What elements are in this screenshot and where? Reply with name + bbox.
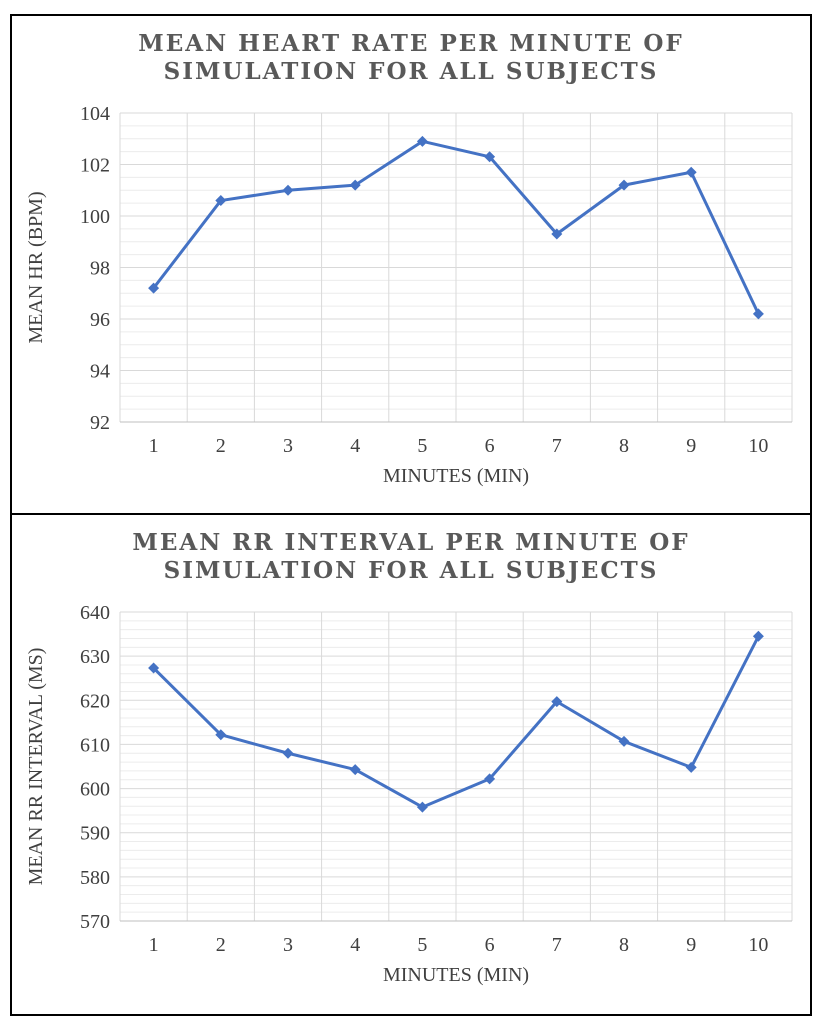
y-tick-label: 100: [80, 206, 110, 228]
x-tick-label: 9: [686, 934, 696, 956]
data-point: [752, 308, 764, 320]
data-point: [282, 747, 294, 759]
y-tick-label: 92: [90, 412, 110, 434]
x-tick-label: 4: [350, 934, 360, 956]
x-tick-label: 2: [216, 934, 226, 956]
x-tick-label: 10: [748, 435, 768, 457]
y-tick-label: 590: [80, 823, 110, 845]
data-point: [685, 166, 697, 178]
data-point: [349, 764, 361, 776]
x-tick-label: 8: [619, 435, 629, 457]
hr-chart-panel: MEAN HEART RATE PER MINUTE OF SIMULATION…: [10, 14, 812, 515]
data-point: [148, 662, 160, 674]
y-tick-label: 96: [90, 309, 110, 331]
hr-chart-plot: 92 94 96 98 100 102 104 1 2 3 4 5 6 7 8 9 10 MINUTES (MIN…: [25, 103, 793, 487]
x-tick-label: 8: [619, 934, 629, 956]
y-axis-title: MEAN HR (BPM): [25, 191, 47, 343]
x-tick-label: 7: [552, 435, 562, 457]
data-point: [618, 735, 630, 747]
rr-chart-plot: 570 580 590 600 610 620 630 640 1 2 3 4 5 6 7 8 9 10 MINUT…: [25, 602, 793, 986]
y-tick-label: 620: [80, 690, 110, 712]
x-tick-label: 5: [417, 934, 427, 956]
y-tick-label: 600: [80, 779, 110, 801]
x-tick-label: 2: [216, 435, 226, 457]
gridlines: [119, 611, 793, 922]
x-tick-label: 3: [283, 934, 293, 956]
data-point: [282, 184, 294, 196]
x-tick-label: 7: [552, 934, 562, 956]
data-point: [215, 195, 227, 207]
x-tick-label: 6: [485, 435, 495, 457]
x-axis-title: MINUTES (MIN): [383, 465, 529, 487]
y-tick-label: 104: [80, 103, 110, 125]
y-tick-label: 94: [90, 361, 110, 383]
y-tick-label: 102: [80, 155, 110, 177]
data-point: [416, 801, 428, 813]
y-axis-title: MEAN RR INTERVAL (MS): [25, 648, 47, 886]
data-point: [618, 179, 630, 191]
data-point: [215, 729, 227, 741]
x-tick-label: 5: [417, 435, 427, 457]
x-tick-label: 6: [485, 934, 495, 956]
x-tick-label: 1: [149, 934, 159, 956]
x-tick-label: 1: [149, 435, 159, 457]
chart-title: MEAN HEART RATE PER MINUTE OF SIMULATION…: [138, 30, 684, 85]
data-point: [752, 630, 764, 642]
x-tick-label: 10: [748, 934, 768, 956]
y-tick-label: 580: [80, 867, 110, 889]
data-point: [551, 696, 563, 708]
x-tick-label: 3: [283, 435, 293, 457]
data-point: [685, 761, 697, 773]
data-point: [416, 135, 428, 147]
gridlines: [119, 112, 793, 423]
chart-title: MEAN RR INTERVAL PER MINUTE OF SIMULATIO…: [132, 529, 690, 584]
data-point: [484, 151, 496, 163]
x-tick-label: 4: [350, 435, 360, 457]
rr-chart-panel: MEAN RR INTERVAL PER MINUTE OF SIMULATIO…: [10, 513, 812, 1016]
series-line: [152, 635, 760, 809]
y-tick-label: 570: [80, 911, 110, 933]
x-tick-label: 9: [686, 435, 696, 457]
y-tick-label: 610: [80, 734, 110, 756]
data-point: [349, 179, 361, 191]
y-tick-label: 98: [90, 258, 110, 280]
data-point: [148, 282, 160, 294]
data-point: [551, 228, 563, 240]
x-axis-title: MINUTES (MIN): [383, 964, 529, 986]
data-point: [484, 773, 496, 785]
y-tick-label: 640: [80, 602, 110, 624]
y-tick-label: 630: [80, 646, 110, 668]
series-line: [152, 139, 760, 315]
